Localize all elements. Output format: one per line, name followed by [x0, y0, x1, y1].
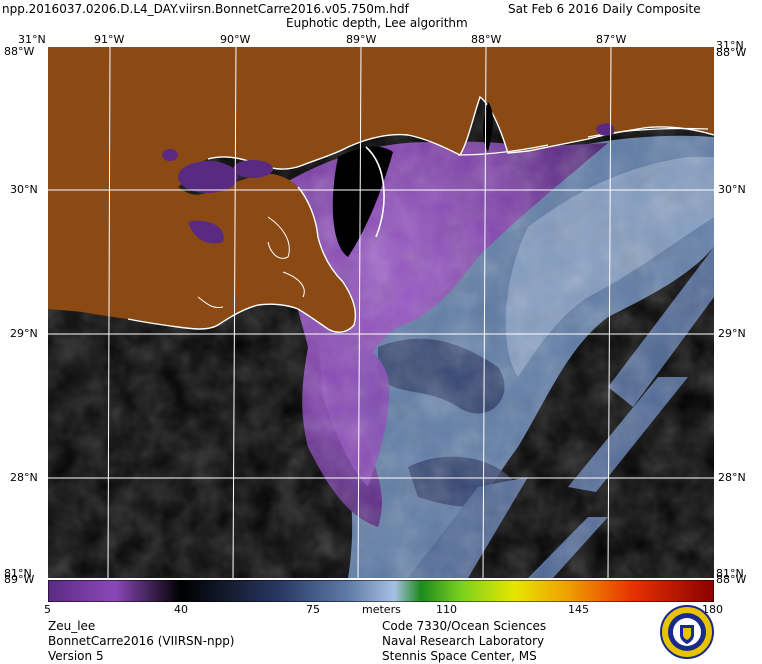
lat-left-28n: 28°N — [10, 471, 38, 484]
lon-label-87w: 87°W — [596, 33, 627, 46]
corner-tl-lon: 88°W — [4, 45, 35, 58]
corner-tr-lon: 88°W — [716, 46, 747, 59]
colorbar-tick-75: 75 — [306, 603, 320, 616]
lon-label-89w: 89°W — [346, 33, 377, 46]
perdido-bay — [596, 123, 615, 136]
corner-bl-lon: 89°W — [4, 573, 35, 586]
delta-coast-detail — [197, 216, 305, 308]
barrier-island-mississippi — [457, 127, 709, 156]
lat-left-30n: 30°N — [10, 183, 38, 196]
lat-left-29n: 29°N — [10, 327, 38, 340]
footer-org-stennis: Stennis Space Center, MS — [382, 649, 537, 663]
lat-right-28n: 28°N — [718, 471, 746, 484]
meridian-88w — [482, 47, 487, 578]
corner-br-lat: 81°N — [716, 567, 744, 580]
lake-maurepas — [162, 149, 178, 161]
footer-param: Zeu_lee — [48, 619, 96, 633]
colorbar-units: meters — [362, 603, 401, 616]
corner-bl-lat: 81°N — [4, 567, 32, 580]
header-date: Sat Feb 6 2016 Daily Composite — [508, 2, 701, 16]
colorbar-tick-40: 40 — [174, 603, 188, 616]
footer-region: BonnetCarre2016 (VIIRSN-npp) — [48, 634, 235, 648]
meridian-89w — [357, 47, 362, 578]
colorbar-ramp — [48, 580, 714, 602]
land-mass — [48, 47, 714, 333]
header-product: Euphotic depth, Lee algorithm — [286, 16, 468, 30]
corner-tr-lat: 31°N — [716, 39, 744, 52]
graticule — [48, 47, 714, 578]
lake-borgne — [233, 160, 273, 178]
footer-org-code: Code 7330/Ocean Sciences — [382, 619, 547, 633]
nrl-seal-icon — [660, 605, 714, 659]
header-filename: npp.2016037.0206.D.L4_DAY.viirsn.BonnetC… — [2, 2, 409, 16]
lat-right-30n: 30°N — [718, 183, 746, 196]
corner-tl-lat: 31°N — [18, 33, 46, 46]
colorbar-tick-145: 145 — [568, 603, 589, 616]
lat-right-29n: 29°N — [718, 327, 746, 340]
colorbar-tick-5: 5 — [44, 603, 51, 616]
footer-org-nrl: Naval Research Laboratory — [382, 634, 545, 648]
colorbar — [48, 580, 714, 602]
colorbar-tick-180: 180 — [702, 603, 723, 616]
footer-version: Version 5 — [48, 649, 104, 663]
meridian-91w — [107, 47, 111, 578]
meridian-87w — [607, 47, 612, 578]
euphotic-depth-map — [48, 47, 714, 578]
lon-label-91w: 91°W — [94, 33, 125, 46]
lon-label-88w: 88°W — [471, 33, 502, 46]
barrier-island-chandeleur — [365, 146, 385, 238]
barataria-bay — [188, 220, 224, 244]
lon-label-90w: 90°W — [220, 33, 251, 46]
meridian-90w — [232, 47, 237, 578]
cloud-gap-north — [332, 146, 393, 257]
lake-pontchartrain — [178, 161, 238, 193]
colorbar-tick-110: 110 — [436, 603, 457, 616]
corner-br-lon: 88°W — [716, 573, 747, 586]
